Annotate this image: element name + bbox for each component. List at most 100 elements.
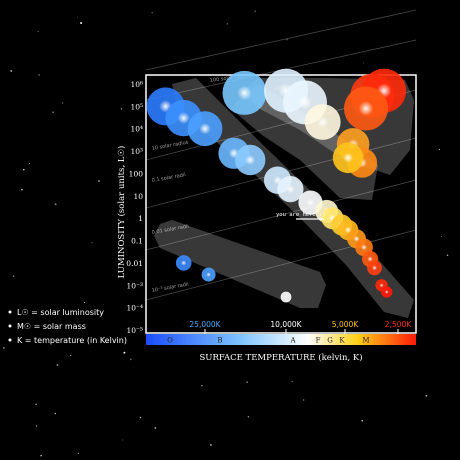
star-point-highlight	[204, 270, 213, 279]
radius-line	[145, 179, 417, 251]
star-point-highlight	[179, 258, 188, 268]
background-star	[21, 188, 23, 191]
background-star	[361, 420, 363, 422]
background-star	[286, 39, 288, 41]
background-star	[37, 30, 39, 33]
y-tick-label: 10⁵	[130, 102, 143, 111]
background-star	[61, 102, 64, 104]
temperature-tick-label: 2,500K	[385, 320, 412, 329]
background-star	[209, 443, 212, 446]
spectral-class-label: B	[217, 337, 222, 345]
star-point-highlight	[195, 119, 215, 139]
y-axis-ticks: 10⁶ 10⁵ 10⁴ 10³ 100 10 1 0.1 0.01 10⁻³ 10⁻⁴ 10⁻⁵	[126, 80, 143, 335]
background-star	[36, 425, 38, 427]
background-star	[54, 412, 57, 415]
background-star	[70, 354, 72, 357]
temperature-ticks: 25,000K 10,000K 5,000K 2,500K	[189, 320, 412, 334]
background-star	[80, 22, 83, 24]
y-tick-label: 10⁻⁴	[126, 304, 143, 313]
background-star	[303, 399, 305, 401]
background-star	[246, 381, 249, 384]
you-are-here-annotation: you are here :)	[276, 212, 326, 220]
background-star	[122, 164, 124, 166]
legend-bullet	[8, 310, 12, 314]
legend-item-temperature: K = temperature (in Kelvin)	[17, 336, 127, 345]
spectral-class-label: A	[289, 337, 296, 345]
y-tick-label: 100	[129, 170, 144, 179]
background-star	[438, 148, 441, 151]
star-point-highlight	[312, 112, 333, 132]
y-tick-label: 10³	[130, 147, 143, 156]
background-star	[122, 439, 124, 441]
spectral-class-label: M	[362, 337, 369, 345]
background-star	[77, 16, 79, 18]
star-point-highlight	[370, 263, 379, 272]
legend-item-luminosity: L☉ = solar luminosity	[17, 308, 104, 317]
background-star	[3, 347, 5, 349]
background-star	[440, 236, 442, 238]
background-star	[291, 380, 293, 383]
background-stars	[3, 10, 449, 457]
spectral-class-label: O	[167, 337, 173, 345]
background-star	[84, 301, 86, 304]
star-point-highlight	[339, 149, 357, 167]
star-point-highlight	[232, 80, 257, 105]
star-point-highlight	[383, 288, 390, 296]
you-are-here-label: you are here :)	[276, 212, 326, 218]
legend-bullet	[8, 324, 12, 328]
y-tick-label: 10⁶	[130, 80, 143, 89]
star-point-highlight	[378, 281, 385, 289]
star-point-highlight	[283, 294, 289, 300]
background-star	[28, 163, 31, 165]
radius-line	[145, 9, 417, 71]
background-star	[52, 111, 54, 113]
background-star	[425, 394, 428, 397]
background-star	[120, 108, 123, 110]
y-tick-label: 0.01	[126, 259, 143, 268]
spectral-class-bar	[146, 334, 416, 345]
spectral-class-label: F	[316, 337, 321, 345]
background-star	[226, 23, 228, 25]
legend-item-mass: M☉ = solar mass	[17, 322, 86, 331]
temperature-tick-label: 25,000K	[189, 320, 221, 329]
spectral-class-label: K	[339, 337, 345, 345]
background-star	[98, 180, 100, 182]
y-tick-label: 0.1	[131, 237, 143, 246]
x-axis-label: SURFACE TEMPERATURE (kelvin, K)	[199, 352, 362, 363]
background-star	[23, 169, 25, 171]
background-star	[363, 62, 365, 64]
radius-line-label: 0.1 solar radii	[151, 172, 186, 184]
star-point-highlight	[241, 151, 259, 169]
y-tick-label: 1	[138, 214, 143, 223]
y-tick-label: 10⁻⁵	[126, 326, 143, 335]
background-star	[54, 203, 57, 206]
background-star	[10, 70, 13, 72]
temperature-tick-label: 10,000K	[270, 320, 302, 329]
y-tick-label: 10⁻³	[126, 281, 143, 290]
background-star	[201, 385, 203, 387]
background-star	[35, 403, 37, 406]
region-band-white-dwarfs	[154, 220, 326, 308]
background-star	[446, 254, 449, 257]
background-star	[91, 242, 93, 244]
background-star	[139, 416, 142, 419]
legend: L☉ = solar luminosity M☉ = solar mass K …	[8, 308, 127, 345]
background-star	[38, 74, 40, 76]
spectral-class-label: G	[327, 337, 333, 345]
radius-line	[145, 229, 417, 301]
star-points	[146, 68, 407, 303]
background-star	[56, 363, 59, 366]
background-star	[77, 452, 80, 455]
y-tick-label: 10⁴	[130, 125, 143, 134]
background-star	[12, 275, 15, 277]
background-star	[40, 455, 42, 457]
star-point-highlight	[353, 96, 379, 121]
background-star	[130, 358, 132, 361]
legend-bullet	[8, 338, 12, 342]
background-star	[154, 427, 157, 429]
background-star	[123, 351, 126, 354]
star-point-highlight	[303, 195, 318, 210]
temperature-tick-label: 5,000K	[332, 320, 359, 329]
